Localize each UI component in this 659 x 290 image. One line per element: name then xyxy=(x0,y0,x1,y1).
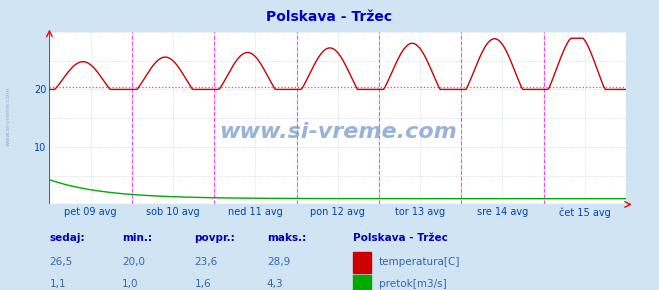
Text: 1,0: 1,0 xyxy=(122,279,138,289)
Text: maks.:: maks.: xyxy=(267,233,306,243)
Text: min.:: min.: xyxy=(122,233,152,243)
Text: www.si-vreme.com: www.si-vreme.com xyxy=(5,86,11,146)
Text: Polskava - Tržec: Polskava - Tržec xyxy=(266,10,393,24)
Text: 23,6: 23,6 xyxy=(194,257,217,267)
Text: 28,9: 28,9 xyxy=(267,257,290,267)
Text: pretok[m3/s]: pretok[m3/s] xyxy=(379,279,447,289)
Text: 4,3: 4,3 xyxy=(267,279,283,289)
Text: povpr.:: povpr.: xyxy=(194,233,235,243)
Text: Polskava - Tržec: Polskava - Tržec xyxy=(353,233,447,243)
Text: temperatura[C]: temperatura[C] xyxy=(379,257,461,267)
Text: 1,6: 1,6 xyxy=(194,279,211,289)
Text: www.si-vreme.com: www.si-vreme.com xyxy=(219,122,457,142)
Text: 20,0: 20,0 xyxy=(122,257,145,267)
Text: 26,5: 26,5 xyxy=(49,257,72,267)
Text: sedaj:: sedaj: xyxy=(49,233,85,243)
Text: 1,1: 1,1 xyxy=(49,279,66,289)
